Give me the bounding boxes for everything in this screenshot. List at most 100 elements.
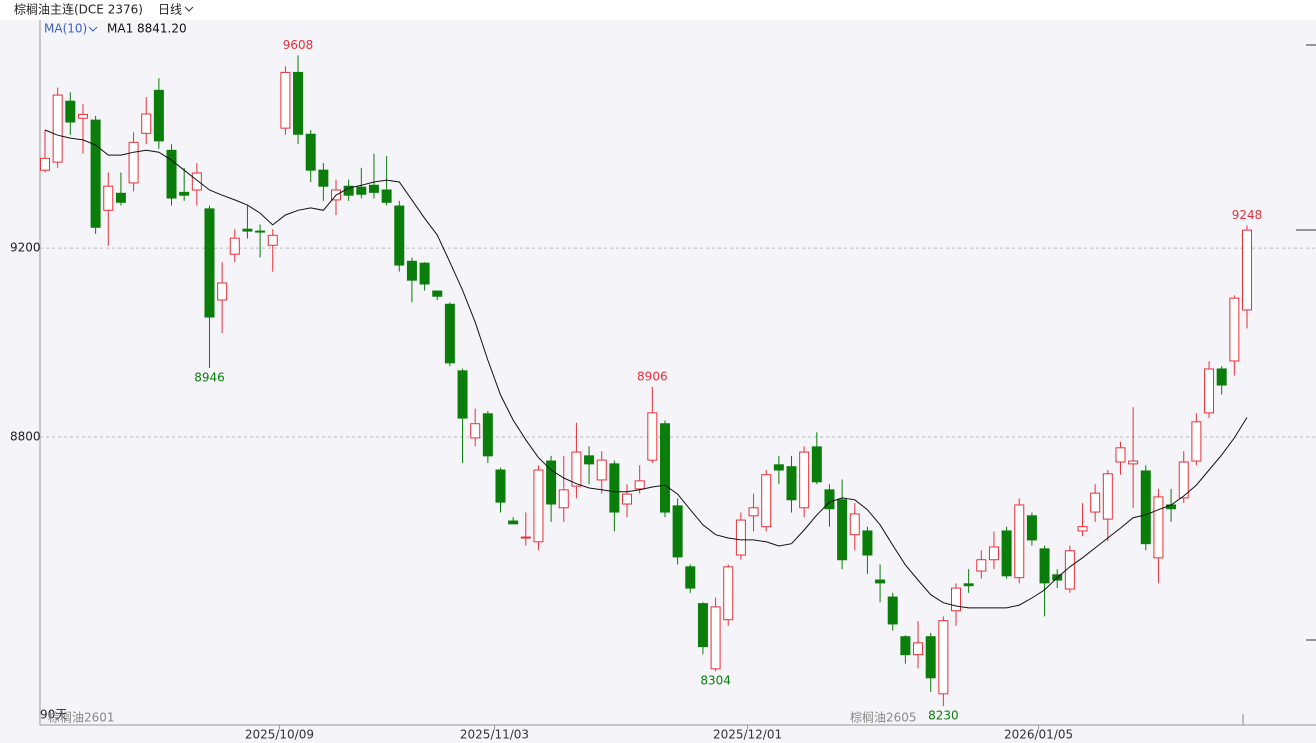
candle-body	[406, 260, 417, 281]
ma-line	[44, 129, 1248, 609]
candle-body	[837, 499, 848, 561]
candle-body	[90, 119, 101, 228]
x-tick-label: 2025/12/01	[713, 728, 782, 742]
low-label: 8230	[928, 709, 959, 723]
candle-body	[1115, 447, 1126, 463]
high-label: 8906	[637, 369, 668, 383]
candle-body	[305, 133, 316, 171]
y-tick-label: 8800	[10, 429, 41, 443]
candle-body	[913, 642, 924, 656]
candle-body	[634, 480, 645, 490]
candle-body	[141, 113, 152, 134]
candle-body	[811, 446, 822, 483]
candle-body	[65, 100, 76, 123]
dropdown-arrow[interactable]	[184, 6, 194, 12]
candle-body	[925, 636, 936, 679]
candle-body	[697, 603, 708, 648]
range-label: 90天	[40, 708, 67, 722]
candle-body	[432, 290, 443, 297]
candle-body	[52, 94, 63, 163]
candle-body	[571, 451, 582, 487]
candle-body	[40, 157, 50, 171]
candle-body	[179, 191, 190, 196]
dropdown-arrow[interactable]	[88, 26, 98, 32]
low-label: 8304	[700, 674, 731, 688]
candle-body	[659, 423, 670, 513]
candle-body	[1039, 548, 1050, 584]
candle-body	[1153, 496, 1164, 559]
candle-body	[622, 493, 633, 505]
candle-body	[242, 228, 253, 232]
candle-body	[875, 579, 886, 584]
candle-body	[1204, 368, 1215, 414]
candle-body	[1026, 515, 1037, 541]
candle-body	[533, 469, 544, 543]
candle-body	[824, 489, 835, 510]
candle-body	[596, 459, 607, 481]
x-tick-label: 2025/10/09	[245, 728, 314, 742]
candle-body	[849, 513, 860, 536]
candle-body	[1001, 530, 1012, 577]
candle-body	[900, 636, 911, 656]
candle-body	[710, 606, 721, 670]
candle-body	[280, 71, 291, 129]
candle-body	[229, 237, 240, 255]
x-tick-label: 2026/01/05	[1004, 728, 1073, 742]
candle-body	[191, 172, 202, 191]
candle-body	[1014, 504, 1025, 579]
candle-body	[735, 519, 746, 556]
candle-body	[938, 620, 949, 695]
candle-body	[356, 186, 367, 195]
candle-body	[381, 189, 392, 203]
candle-body	[255, 230, 266, 233]
candle-body	[1140, 470, 1151, 545]
x-tick-label: 2025/11/03	[460, 728, 529, 742]
candle-body	[394, 205, 405, 266]
y-tick-label: 9200	[10, 241, 41, 255]
candle-body	[685, 566, 696, 589]
candle-body	[862, 530, 873, 556]
candle-body	[166, 149, 177, 199]
candle-body	[318, 169, 329, 187]
candle-body	[773, 464, 784, 471]
candle-body	[647, 412, 658, 461]
low-label: 8946	[194, 371, 225, 385]
candle-body	[520, 536, 531, 539]
high-label: 9608	[283, 38, 314, 52]
period-selector[interactable]: 日线	[158, 3, 182, 17]
candle-body	[558, 489, 569, 509]
indicator-selector[interactable]: MA(10)	[44, 22, 87, 36]
candle-body	[988, 546, 999, 561]
contract-label: 棕榈油2605	[850, 710, 917, 725]
ma-legend: MA1 8841.20	[107, 22, 187, 36]
candle-body	[128, 141, 139, 184]
candle-body	[115, 192, 126, 203]
candle-body	[799, 451, 810, 509]
candle-body	[546, 460, 557, 505]
candle-body	[976, 559, 987, 572]
candle-body	[267, 234, 278, 246]
candle-body	[419, 262, 430, 285]
candle-body	[1128, 460, 1139, 465]
candle-body	[584, 455, 595, 465]
candle-body	[1191, 421, 1202, 462]
candle-body	[217, 282, 228, 301]
candle-body	[368, 184, 379, 193]
candle-body	[103, 185, 114, 211]
candle-body	[1242, 229, 1252, 311]
candle-body	[723, 566, 734, 621]
candle-body	[1090, 492, 1101, 513]
contract-label: 棕榈油2601	[48, 710, 115, 725]
candle-body	[495, 469, 506, 503]
candle-body	[204, 208, 215, 318]
candle-body	[153, 89, 164, 142]
candle-body	[672, 505, 683, 558]
candle-body	[761, 474, 772, 528]
candle-body	[470, 423, 481, 439]
candle-body	[77, 113, 88, 119]
candle-body	[1229, 297, 1240, 362]
candle-body	[1178, 461, 1189, 499]
candle-body	[1216, 368, 1227, 386]
